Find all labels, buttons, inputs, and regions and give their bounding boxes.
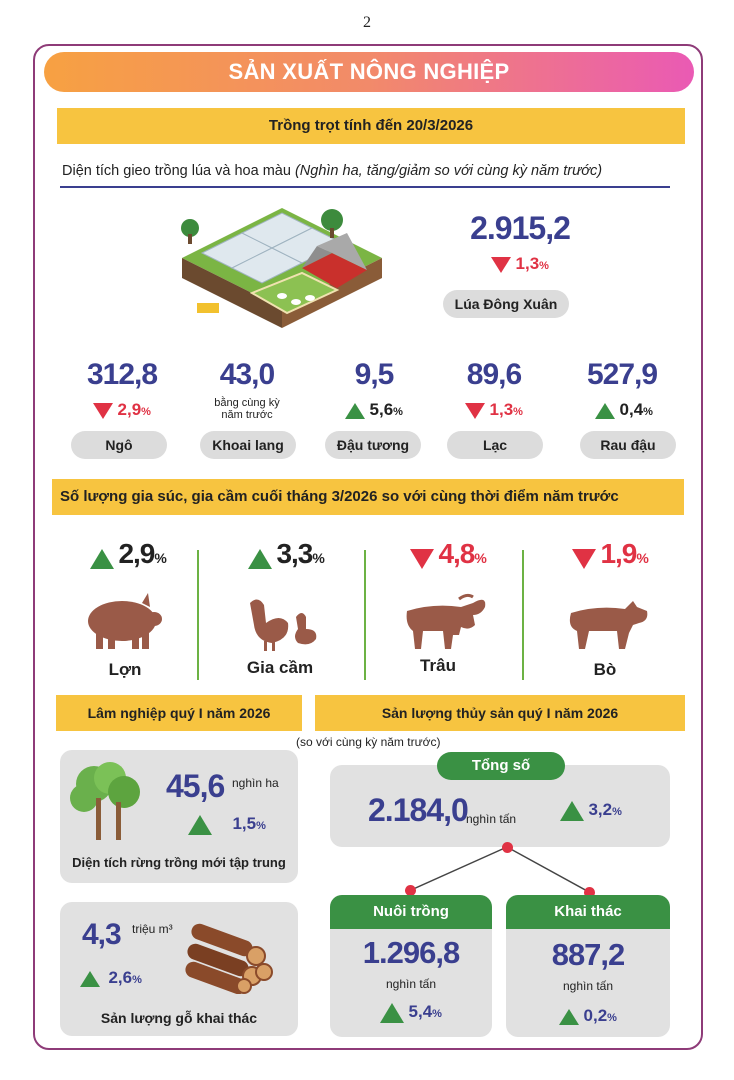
- livestock-divider: [364, 550, 366, 680]
- forest-change: 1,5%: [188, 814, 266, 835]
- fishery-section-title: Sản lượng thủy sản quý I năm 2026: [315, 695, 685, 731]
- soybean-change: 5,6%: [322, 400, 426, 420]
- rice-label: Lúa Đông Xuân: [443, 290, 569, 318]
- fishery-total-value: 2.184,0: [368, 792, 469, 828]
- forest-value: 45,6: [166, 768, 225, 804]
- sweet-potato-change: bằng cùng kỳ năm trước: [214, 397, 280, 421]
- wood-value: 4,3: [82, 918, 122, 951]
- forest-label: Diện tích rừng trồng mới tập trung: [72, 855, 286, 870]
- vegetables-value: 527,9: [586, 358, 658, 391]
- livestock-section-title: Số lượng gia súc, gia cầm cuối tháng 3/2…: [52, 479, 684, 515]
- livestock-divider: [522, 550, 524, 680]
- fishery-farming-unit: nghìn tấn: [385, 977, 437, 991]
- fishery-connector: [410, 846, 590, 893]
- cow-icon: [569, 601, 648, 649]
- sweet-potato-label: Khoai lang: [200, 431, 296, 459]
- decrease-arrow-icon: [410, 548, 434, 569]
- increase-arrow-icon: [560, 800, 584, 821]
- pig-label: Lợn: [108, 660, 142, 679]
- corn-label: Ngô: [71, 431, 167, 459]
- trees-icon: [70, 762, 140, 840]
- sweet-potato-value: 43,0: [219, 358, 275, 391]
- peanut-change: 1,3%: [442, 400, 546, 420]
- crops-subtitle-note: (Nghìn ha, tăng/giảm so với cùng kỳ năm …: [294, 163, 603, 179]
- forestry-section-title: Lâm nghiệp quý I năm 2026: [56, 695, 302, 731]
- connector-dot: [584, 887, 595, 898]
- increase-arrow-icon: [80, 970, 100, 987]
- fishery-catching-value: 887,2: [551, 937, 626, 972]
- rice-change: 1,3%: [440, 254, 600, 274]
- vegetables-change: 0,4%: [572, 400, 676, 420]
- connector-dot: [405, 885, 416, 896]
- poultry-label: Gia cầm: [246, 658, 314, 677]
- wood-unit: triệu m³: [132, 922, 173, 936]
- cow-change: 1,9%: [572, 538, 682, 570]
- wood-change: 2,6%: [80, 968, 142, 988]
- connector-dot: [502, 842, 513, 853]
- decrease-arrow-icon: [93, 402, 114, 419]
- rice-value: 2.915,2: [470, 210, 571, 246]
- fishery-note: (so với cùng kỳ năm trước): [296, 735, 441, 749]
- soybean-value: 9,5: [354, 358, 395, 391]
- crops-subtitle: Diện tích gieo trồng lúa và hoa màu (Ngh…: [62, 163, 672, 179]
- fishery-farming-label: Nuôi trồng: [330, 895, 492, 929]
- buffalo-icon: [406, 593, 486, 649]
- page-number: 2: [363, 14, 371, 31]
- fishery-catching-label: Khai thác: [506, 895, 670, 929]
- crops-section-title: Trồng trọt tính đến 20/3/2026: [57, 108, 685, 144]
- increase-arrow-icon: [595, 402, 616, 419]
- pig-icon: [88, 593, 162, 649]
- subtitle-underline: [60, 186, 670, 188]
- buffalo-change: 4,8%: [410, 538, 520, 570]
- farm-illustration-icon: [181, 208, 382, 328]
- corn-change: 2,9%: [70, 400, 174, 420]
- forest-unit: nghìn ha: [232, 776, 279, 790]
- livestock-divider: [197, 550, 199, 680]
- decrease-arrow-icon: [465, 402, 486, 419]
- fishery-farming-change: 5,4%: [330, 1002, 492, 1023]
- increase-arrow-icon: [559, 1008, 580, 1025]
- fishery-farming-value: 1.296,8: [362, 935, 460, 970]
- peanut-label: Lạc: [447, 431, 543, 459]
- cow-label: Bò: [593, 660, 617, 679]
- logs-icon: [185, 923, 273, 994]
- page-frame: [33, 44, 703, 1050]
- vegetables-label: Rau đậu: [580, 431, 676, 459]
- increase-arrow-icon: [345, 402, 366, 419]
- peanut-value: 89,6: [466, 358, 522, 391]
- fishery-catching-change: 0,2%: [506, 1006, 670, 1026]
- wood-label: Sản lượng gỗ khai thác: [100, 1010, 258, 1026]
- fishery-total-change: 3,2%: [560, 800, 622, 821]
- increase-arrow-icon: [90, 548, 114, 569]
- decrease-arrow-icon: [491, 256, 512, 273]
- poultry-change: 3,3%: [248, 538, 358, 570]
- crops-subtitle-text: Diện tích gieo trồng lúa và hoa màu: [62, 163, 291, 179]
- fishery-catching-unit: nghìn tấn: [562, 979, 614, 993]
- increase-arrow-icon: [380, 1002, 405, 1023]
- buffalo-label: Trâu: [420, 656, 456, 675]
- corn-value: 312,8: [86, 358, 158, 391]
- page-title: SẢN XUẤT NÔNG NGHIỆP: [44, 52, 694, 92]
- increase-arrow-icon: [188, 814, 212, 835]
- poultry-icon: [250, 599, 317, 651]
- fishery-total-label: Tổng số: [437, 752, 565, 780]
- fishery-total-unit: nghìn tấn: [466, 812, 517, 826]
- pig-change: 2,9%: [90, 538, 200, 570]
- increase-arrow-icon: [248, 548, 272, 569]
- decrease-arrow-icon: [572, 548, 596, 569]
- soybean-label: Đậu tương: [325, 431, 421, 459]
